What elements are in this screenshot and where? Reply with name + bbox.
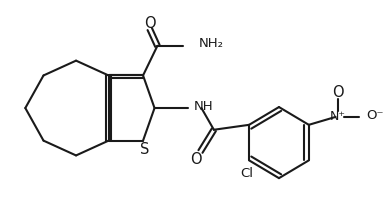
Text: O: O bbox=[190, 152, 201, 167]
Text: O: O bbox=[332, 85, 343, 100]
Text: O⁻: O⁻ bbox=[366, 109, 384, 123]
Text: S: S bbox=[140, 142, 150, 157]
Text: N⁺: N⁺ bbox=[330, 110, 345, 123]
Text: Cl: Cl bbox=[241, 167, 254, 180]
Text: NH: NH bbox=[194, 99, 213, 113]
Text: O: O bbox=[144, 16, 156, 31]
Text: NH₂: NH₂ bbox=[198, 37, 223, 50]
